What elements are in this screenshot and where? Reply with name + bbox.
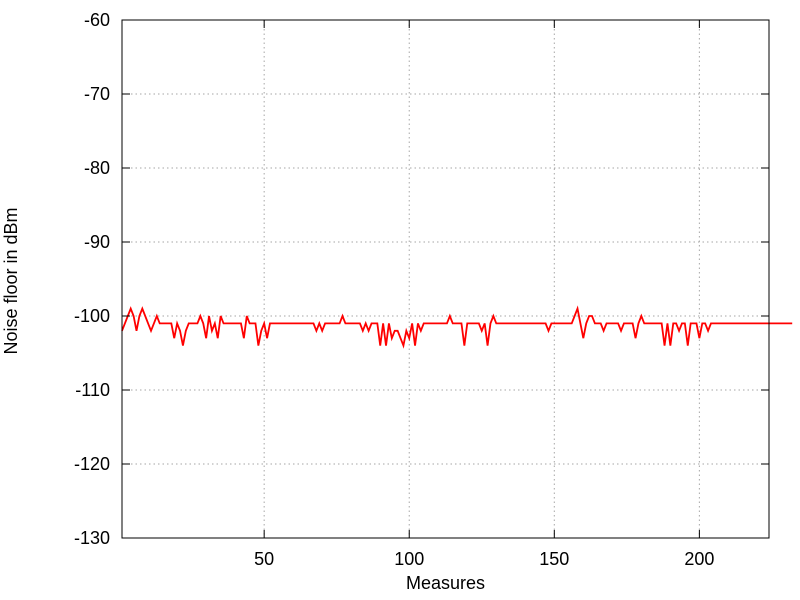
x-tick-label: 100	[394, 549, 424, 569]
y-tick-label: -130	[74, 528, 110, 548]
y-tick-label: -60	[84, 10, 110, 30]
x-tick-label: 200	[684, 549, 714, 569]
tick-labels: -130 -120 -110 -100 -90 -80 -70 -60 50 100 150 200	[74, 10, 714, 569]
axis-ticks	[122, 19, 769, 539]
series-layer	[121, 305, 793, 349]
y-tick-label: -110	[75, 380, 110, 400]
x-tick-label: 50	[254, 549, 274, 569]
x-axis-title: Measures	[406, 573, 485, 593]
y-tick-label: -90	[84, 232, 110, 252]
y-tick-label: -120	[74, 454, 110, 474]
y-axis-title: Noise floor in dBm	[1, 207, 21, 354]
series-line-1	[121, 305, 793, 349]
plot-frame	[121, 19, 770, 539]
y-tick-label: -70	[84, 84, 110, 104]
y-tick-label: -80	[84, 158, 110, 178]
x-tick-label: 150	[539, 549, 569, 569]
grid	[122, 20, 769, 538]
y-tick-label: -100	[74, 306, 110, 326]
